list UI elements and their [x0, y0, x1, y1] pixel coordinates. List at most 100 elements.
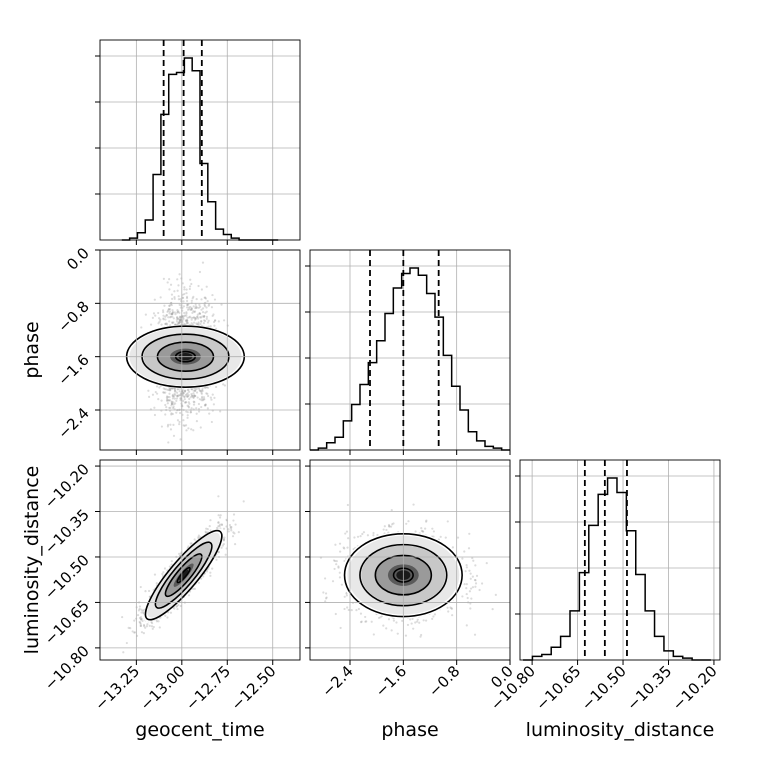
sample-point — [334, 543, 337, 546]
sample-point — [179, 394, 182, 397]
sample-point — [194, 394, 197, 398]
sample-point — [205, 315, 209, 318]
sample-point — [228, 523, 232, 527]
sample-point — [214, 319, 217, 322]
sample-point — [173, 397, 176, 400]
sample-point — [188, 315, 192, 318]
sample-point — [186, 395, 190, 398]
sample-point — [194, 306, 197, 310]
sample-point — [451, 614, 454, 617]
sample-point — [182, 305, 186, 308]
sample-point — [184, 319, 188, 322]
sample-point — [187, 405, 190, 408]
sample-point — [237, 531, 240, 534]
sample-point — [217, 551, 220, 554]
sample-point — [192, 396, 195, 399]
sample-point — [227, 530, 230, 533]
sample-point — [396, 632, 399, 635]
sample-point — [127, 626, 130, 629]
sample-point — [165, 399, 169, 402]
sample-point — [213, 396, 216, 399]
sample-point — [176, 604, 179, 608]
sample-point — [167, 399, 170, 402]
sample-point — [166, 425, 169, 428]
sample-point — [494, 593, 497, 596]
sample-point — [392, 522, 395, 525]
sample-point — [168, 320, 171, 323]
sample-point — [164, 315, 167, 318]
sample-point — [465, 587, 468, 590]
sample-point — [193, 389, 197, 393]
sample-point — [168, 316, 172, 319]
sample-point — [194, 305, 198, 308]
sample-point — [183, 314, 187, 317]
sample-point — [188, 390, 191, 393]
sample-point — [412, 503, 415, 506]
sample-point — [412, 627, 415, 630]
sample-point — [148, 624, 151, 627]
sample-point — [186, 411, 189, 414]
sample-point — [177, 322, 180, 325]
sample-point — [136, 613, 140, 617]
sample-point — [176, 316, 179, 319]
sample-point — [209, 396, 212, 399]
sample-point — [181, 282, 184, 285]
sample-point — [161, 309, 165, 312]
sample-point — [196, 315, 199, 319]
sample-point — [182, 399, 185, 403]
sample-point — [465, 563, 468, 567]
sample-point — [147, 589, 151, 593]
sample-point — [168, 389, 172, 392]
sample-point — [357, 607, 361, 611]
sample-point — [182, 419, 185, 422]
sample-point — [383, 525, 386, 528]
sample-point — [176, 391, 179, 394]
sample-point — [200, 577, 203, 580]
sample-point — [194, 389, 197, 392]
sample-point — [468, 569, 471, 572]
sample-point — [175, 605, 178, 608]
sample-point — [218, 524, 221, 528]
sample-point — [193, 587, 196, 591]
sample-point — [181, 316, 185, 319]
sample-point — [192, 310, 195, 313]
sample-point — [190, 428, 193, 431]
sample-point — [183, 424, 186, 427]
sample-point — [471, 575, 474, 578]
sample-point — [184, 401, 187, 404]
sample-point — [439, 535, 442, 538]
sample-point — [171, 315, 174, 318]
sample-point — [212, 320, 216, 324]
sample-point — [190, 308, 193, 311]
sample-point — [196, 315, 199, 318]
sample-point — [166, 309, 170, 312]
sample-point — [190, 322, 193, 325]
sample-point — [465, 592, 468, 596]
sample-point — [185, 320, 189, 323]
sample-point — [360, 620, 363, 623]
sample-point — [160, 399, 163, 402]
sample-point — [151, 316, 154, 319]
sample-point — [168, 388, 172, 391]
sample-point — [195, 322, 198, 325]
sample-point — [172, 395, 176, 398]
sample-point — [162, 391, 165, 394]
sample-point — [139, 585, 142, 589]
sample-point — [210, 306, 214, 309]
sample-point — [422, 619, 425, 622]
sample-point — [217, 521, 220, 524]
sample-point — [137, 609, 141, 612]
sample-point — [204, 530, 207, 533]
sample-point — [179, 306, 182, 309]
sample-point — [172, 401, 175, 404]
sample-point — [362, 531, 366, 534]
sample-point — [212, 403, 215, 406]
sample-point — [185, 318, 189, 322]
sample-point — [194, 318, 197, 321]
sample-point — [474, 579, 477, 582]
sample-point — [197, 410, 201, 413]
sample-point — [171, 310, 175, 314]
scatter-points — [121, 495, 245, 654]
sample-point — [177, 603, 180, 607]
sample-point — [215, 558, 218, 561]
